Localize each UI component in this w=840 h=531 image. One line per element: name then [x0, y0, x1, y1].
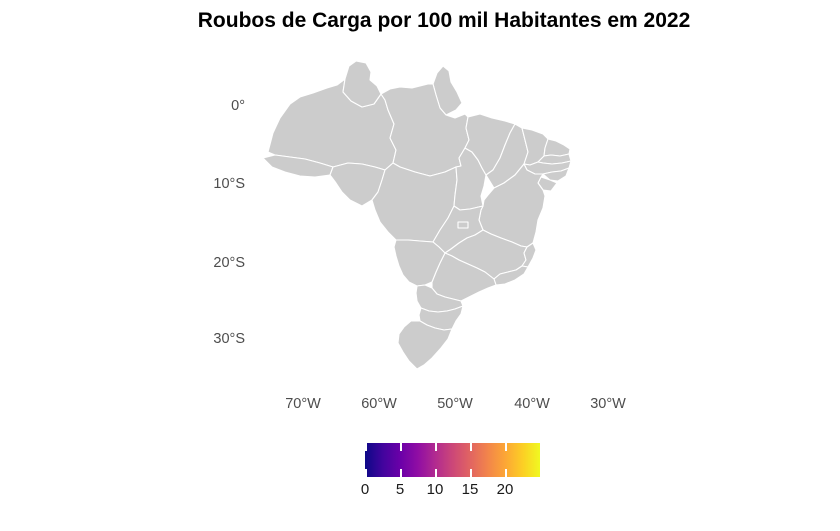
state-rio-grande-do-sul [397, 320, 453, 370]
lon-tick-30w: 30°W [590, 396, 626, 412]
state-rio-grande-do-norte [543, 138, 571, 157]
state-sao-paulo [431, 252, 497, 302]
legend-tick [365, 469, 367, 477]
state-mato-grosso-do-sul [393, 239, 446, 287]
legend-tick [365, 443, 367, 451]
page-title: Roubos de Carga por 100 mil Habitantes e… [197, 9, 691, 32]
legend-tick [505, 443, 507, 451]
state-polygons [262, 60, 572, 370]
legend-tick [505, 469, 507, 477]
lat-tick-10s: 10°S [213, 176, 245, 192]
lat-tick-20s: 20°S [213, 255, 245, 271]
legend-tick [400, 469, 402, 477]
legend-tick [400, 443, 402, 451]
legend-gradient-bar [365, 443, 540, 477]
lat-tick-0: 0° [231, 98, 245, 114]
lat-tick-30s: 30°S [213, 331, 245, 347]
lon-tick-50w: 50°W [437, 396, 473, 412]
lon-tick-40w: 40°W [514, 396, 550, 412]
legend-label-20: 20 [496, 481, 514, 498]
legend-label-5: 5 [395, 481, 405, 498]
state-roraima [342, 60, 382, 108]
legend-tick [470, 443, 472, 451]
legend-tick [435, 469, 437, 477]
legend-tick [470, 469, 472, 477]
lon-tick-60w: 60°W [361, 396, 397, 412]
legend-label-10: 10 [426, 481, 444, 498]
lon-tick-70w: 70°W [285, 396, 321, 412]
legend-label-15: 15 [461, 481, 479, 498]
legend-tick [435, 443, 437, 451]
state-distrito-federal [457, 221, 469, 229]
legend-label-0: 0 [360, 481, 370, 498]
